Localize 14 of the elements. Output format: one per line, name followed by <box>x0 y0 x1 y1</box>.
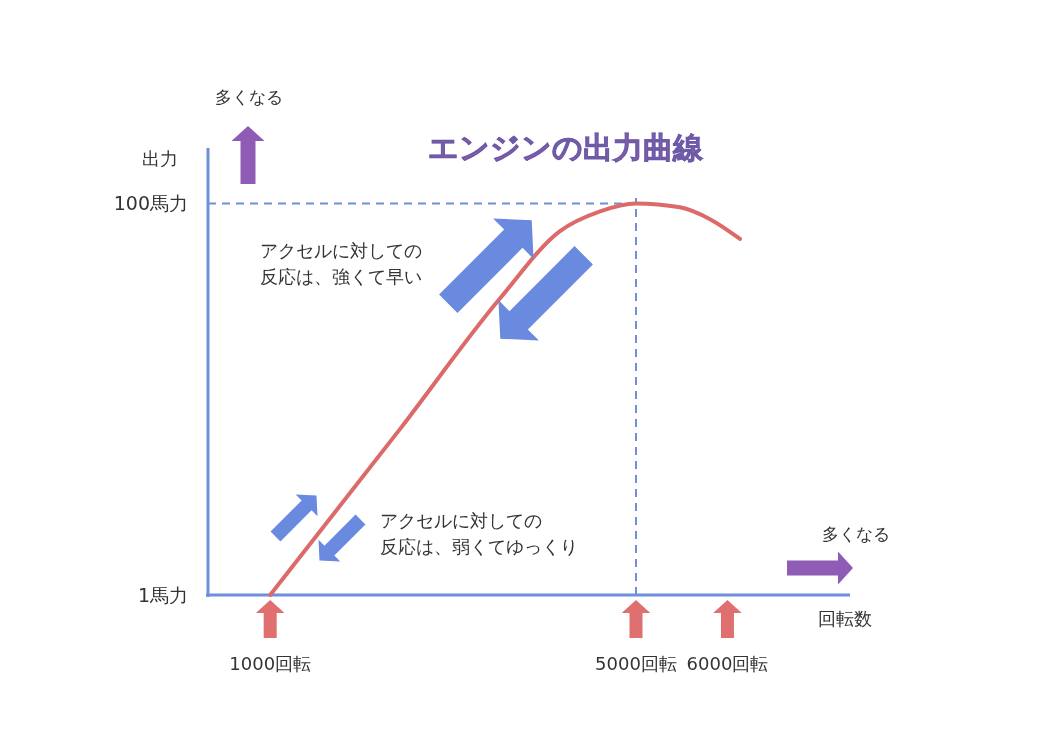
annotation: 反応は、強くて早い <box>260 266 422 287</box>
chart-title: エンジンの出力曲線 <box>427 130 704 165</box>
annotation: 多くなる <box>822 524 890 544</box>
x-tick-label: 5000回転 <box>595 653 677 674</box>
annotation: アクセルに対しての <box>260 240 422 261</box>
y-axis-title: 出力 <box>142 148 178 169</box>
y-tick-label: 100馬力 <box>113 192 188 215</box>
x-axis-title: 回転数 <box>818 608 872 629</box>
y-tick-label: 1馬力 <box>137 584 188 606</box>
x-tick-label: 6000回転 <box>686 653 769 674</box>
annotation: 反応は、弱くてゆっくり <box>380 536 578 557</box>
x-tick-label: 1000回転 <box>229 653 312 674</box>
annotation: アクセルに対しての <box>380 510 542 531</box>
text: 多くなる <box>215 87 283 107</box>
